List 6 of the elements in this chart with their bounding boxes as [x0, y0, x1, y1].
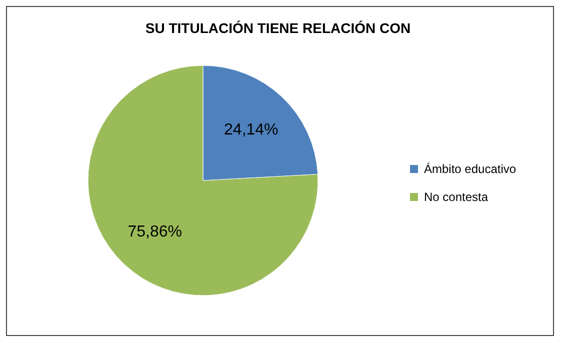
- legend-label: Ámbito educativo: [424, 162, 516, 176]
- chart-title: SU TITULACIÓN TIENE RELACIÓN CON: [145, 20, 411, 36]
- data-label: 75,86%: [128, 223, 182, 240]
- legend-label: No contesta: [424, 190, 488, 204]
- data-label: 24,14%: [224, 122, 278, 139]
- pie-slice: [88, 65, 318, 296]
